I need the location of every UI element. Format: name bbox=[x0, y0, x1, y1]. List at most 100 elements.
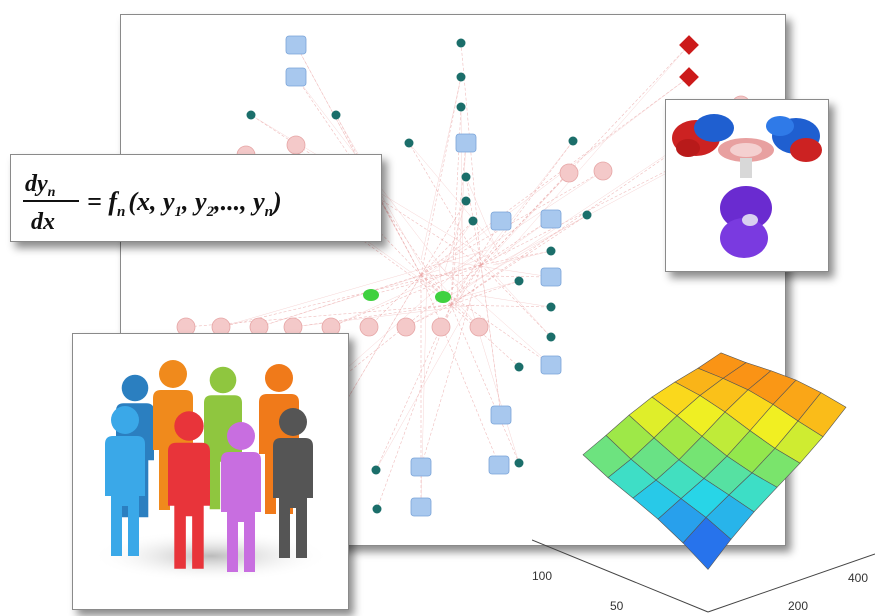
network-edge bbox=[450, 304, 520, 464]
network-edge bbox=[450, 304, 520, 368]
reaction-node bbox=[461, 172, 471, 182]
reaction-node bbox=[372, 504, 382, 514]
eq-close: ) bbox=[271, 187, 282, 216]
person-head bbox=[174, 411, 204, 441]
network-edge bbox=[456, 142, 467, 301]
network-edge bbox=[420, 220, 474, 276]
species-node-box bbox=[285, 67, 307, 87]
reaction-node bbox=[546, 246, 556, 256]
network-edge bbox=[220, 264, 482, 328]
network-edge bbox=[450, 304, 552, 308]
network-edge bbox=[375, 304, 470, 471]
ode-equation: dyn dx = fn (x, y1, y2,..., yn) bbox=[23, 171, 282, 235]
person-figure bbox=[105, 406, 145, 556]
person-figure bbox=[273, 408, 313, 558]
person-head bbox=[209, 366, 237, 394]
person-body bbox=[221, 452, 261, 572]
people-figures bbox=[105, 360, 313, 572]
species-node-box bbox=[540, 355, 562, 375]
person-head bbox=[265, 364, 293, 392]
network-edge bbox=[444, 170, 604, 276]
parameter-node bbox=[431, 317, 451, 337]
reaction-node bbox=[568, 136, 578, 146]
reaction-node bbox=[404, 138, 414, 148]
person-body bbox=[273, 438, 313, 558]
species-node-box bbox=[490, 211, 512, 231]
reaction-node bbox=[371, 465, 381, 475]
species-node-box bbox=[540, 267, 562, 287]
network-edge bbox=[420, 274, 480, 328]
antibody-hinge bbox=[718, 138, 774, 178]
reaction-node bbox=[456, 102, 466, 112]
parameter-node bbox=[469, 317, 489, 337]
network-edge bbox=[426, 76, 690, 276]
people-group-image bbox=[72, 333, 349, 610]
species-node-box bbox=[410, 457, 432, 477]
y-tick-50: 50 bbox=[610, 599, 624, 613]
eq-f-sub: n bbox=[117, 204, 125, 220]
network-edge bbox=[432, 274, 480, 328]
parameter-node bbox=[593, 161, 613, 181]
reaction-node bbox=[456, 72, 466, 82]
network-edge bbox=[450, 220, 502, 306]
reaction-node bbox=[514, 276, 524, 286]
person-head bbox=[159, 360, 187, 388]
x-tick-400: 400 bbox=[848, 571, 868, 585]
network-edge bbox=[420, 274, 500, 466]
reaction-node bbox=[514, 458, 524, 468]
network-edge bbox=[368, 274, 422, 328]
person-head bbox=[227, 422, 255, 450]
eq-numerator: dy bbox=[25, 171, 48, 197]
ode-equation-box: dyn dx = fn (x, y1, y2,..., yn) bbox=[10, 154, 382, 242]
reaction-node bbox=[582, 210, 592, 220]
reaction-node bbox=[546, 332, 556, 342]
network-edge bbox=[258, 269, 440, 328]
person-figure bbox=[221, 422, 261, 572]
y-tick-100: 100 bbox=[532, 569, 552, 583]
antibody-stem bbox=[720, 186, 772, 258]
network-edge bbox=[405, 289, 476, 328]
eq-arg1-sub: 1 bbox=[175, 204, 183, 220]
network-edge bbox=[480, 44, 690, 266]
person-head bbox=[121, 374, 149, 402]
network-edge bbox=[408, 142, 482, 266]
network-edge bbox=[450, 280, 520, 306]
eq-args: (x, y bbox=[128, 187, 175, 216]
network-edge bbox=[330, 264, 482, 328]
network-edge bbox=[492, 250, 552, 266]
parameter-node bbox=[359, 317, 379, 337]
eq-arg2-sub: 2 bbox=[206, 204, 215, 220]
species-node-box bbox=[410, 497, 432, 517]
network-edge bbox=[440, 264, 482, 328]
network-edge bbox=[450, 140, 574, 306]
antibody-molecule-image bbox=[665, 99, 829, 272]
person-body bbox=[105, 436, 145, 556]
network-edge bbox=[220, 249, 488, 328]
surface-faces bbox=[582, 352, 847, 570]
network-edge bbox=[480, 250, 552, 266]
network-edge bbox=[450, 142, 467, 306]
diamond-node bbox=[679, 67, 699, 87]
parameter-node bbox=[559, 163, 579, 183]
species-node-box bbox=[540, 209, 562, 229]
people-shadow bbox=[91, 530, 331, 582]
network-edge bbox=[420, 76, 462, 276]
network-edge bbox=[420, 200, 467, 276]
surface-plot: 100 50 200 400 bbox=[532, 322, 875, 616]
eq-numerator-sub: n bbox=[48, 185, 56, 200]
network-edge bbox=[465, 176, 500, 256]
surface-axis-lines bbox=[532, 539, 875, 613]
eq-equals-f: = f bbox=[87, 187, 119, 216]
network-edge bbox=[480, 264, 502, 416]
eq-tail: ,..., y bbox=[213, 187, 265, 216]
network-edge bbox=[330, 254, 488, 328]
svg-text:dyn: dyn bbox=[25, 171, 56, 200]
network-edge bbox=[420, 264, 482, 468]
reaction-node bbox=[468, 216, 478, 226]
network-edge bbox=[420, 76, 462, 261]
network-edge bbox=[408, 142, 500, 251]
parameter-node bbox=[396, 317, 416, 337]
reaction-node bbox=[546, 302, 556, 312]
network-edge bbox=[376, 304, 452, 510]
person-head bbox=[279, 408, 307, 436]
